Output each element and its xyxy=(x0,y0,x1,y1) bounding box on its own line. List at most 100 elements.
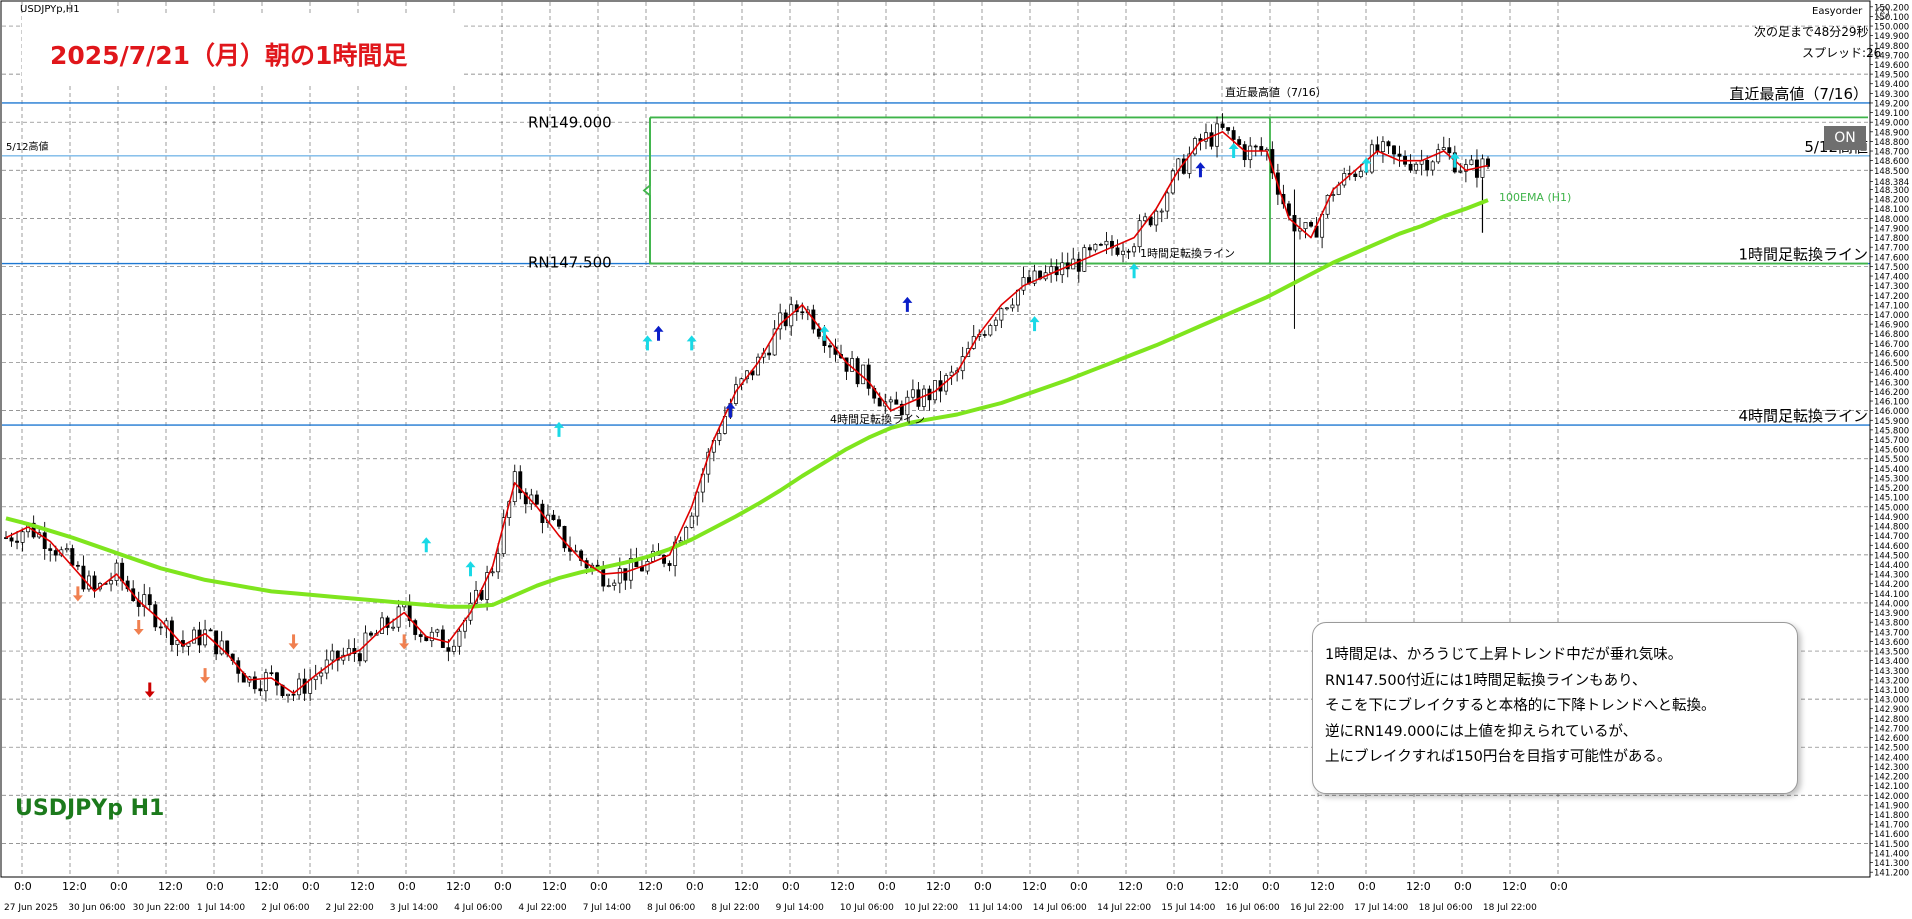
candle-body xyxy=(1220,123,1225,128)
easyorder-title: Easyorder xyxy=(1812,6,1863,17)
candle-body xyxy=(147,594,152,606)
price-tick-label: 150.000 xyxy=(1874,23,1909,33)
time-tick-label: 0:0 xyxy=(1262,880,1280,893)
candle-body xyxy=(910,389,915,398)
price-tick-label: 146.600 xyxy=(1874,349,1909,359)
price-tick-label: 146.800 xyxy=(1874,330,1909,340)
candle-body xyxy=(308,679,313,694)
candle-body xyxy=(1010,304,1015,309)
horizontal-lines: 直近最高値（7/16）5/12高値1時間足転換ライン4時間足転換ライン5/12高… xyxy=(2,85,1870,426)
candle-body xyxy=(440,629,445,648)
price-tick-label: 149.900 xyxy=(1874,32,1909,42)
level-label: 4時間足転換ライン xyxy=(1738,407,1868,425)
commentary-note: 1時間足は、かろうじて上昇トレンド中だが垂れ気味。 RN147.500付近には1… xyxy=(1312,622,1798,794)
candle-body xyxy=(1353,173,1358,177)
price-tick-label: 141.300 xyxy=(1874,859,1909,869)
time-tick-label: 0:0 xyxy=(1550,880,1568,893)
candle-body xyxy=(451,645,456,652)
price-tick-label: 148.700 xyxy=(1874,148,1909,158)
date-label: 14 Jul 22:00 xyxy=(1097,903,1151,913)
price-tick-label: 143.500 xyxy=(1874,648,1909,658)
price-tick-label: 148.000 xyxy=(1874,215,1909,225)
price-tick-label: 144.900 xyxy=(1874,513,1909,523)
annotation-label: 直近最高値（7/16） xyxy=(1225,85,1327,99)
price-tick-label: 149.100 xyxy=(1874,109,1909,119)
candle-body xyxy=(888,399,893,403)
candle-body xyxy=(899,403,904,416)
time-tick-label: 0:0 xyxy=(1070,880,1088,893)
candle-body xyxy=(275,672,279,686)
candle-body xyxy=(1209,132,1214,147)
candle-body xyxy=(429,631,434,642)
price-tick-label: 147.900 xyxy=(1874,224,1909,234)
price-tick-label: 150.200 xyxy=(1874,3,1909,13)
date-label: 8 Jul 22:00 xyxy=(711,903,760,913)
price-tick-label: 142.700 xyxy=(1874,724,1909,734)
time-tick-label: 0:0 xyxy=(974,880,992,893)
date-label: 2 Jul 22:00 xyxy=(326,903,375,913)
candle-body xyxy=(1436,149,1441,163)
candle-body xyxy=(551,514,556,521)
ema-fast-series xyxy=(5,131,1489,695)
candle-body xyxy=(457,630,462,647)
chart-symbol-label: USDJPYp,H1 xyxy=(20,4,80,15)
down-arrow-icon xyxy=(133,620,144,635)
price-tick-label: 144.500 xyxy=(1874,551,1909,561)
up-arrow-icon xyxy=(653,325,664,341)
candle-body xyxy=(827,345,832,348)
candle-body xyxy=(1486,158,1490,167)
date-label: 17 Jul 14:00 xyxy=(1354,903,1408,913)
price-tick-label: 145.300 xyxy=(1874,474,1909,484)
candle-body xyxy=(1386,141,1391,147)
on-toggle-button[interactable]: ON xyxy=(1824,126,1866,150)
candle-body xyxy=(1392,145,1396,155)
price-tick-label: 144.200 xyxy=(1874,580,1909,590)
candle-body xyxy=(518,471,523,494)
price-tick-label: 145.900 xyxy=(1874,417,1909,427)
candle-body xyxy=(9,537,14,542)
price-tick-label: 147.700 xyxy=(1874,244,1909,254)
rn-bottom-label: RN147.500 xyxy=(528,254,612,272)
candle-body xyxy=(48,548,53,551)
time-tick-label: 0:0 xyxy=(686,880,704,893)
bar-countdown: 次の足まで48分29秒 xyxy=(1754,25,1869,39)
note-line: 1時間足は、かろうじて上昇トレンド中だが垂れ気味。 xyxy=(1325,647,1683,663)
candles xyxy=(4,113,1490,703)
candle-body xyxy=(1242,144,1247,161)
up-arrow-icon xyxy=(642,335,653,351)
rn-box-rect xyxy=(649,116,1271,265)
candle-body xyxy=(662,554,667,564)
up-arrow-icon xyxy=(1195,162,1206,178)
candle-body xyxy=(413,620,418,635)
close-icon[interactable]: × xyxy=(1876,6,1889,19)
candle-body xyxy=(1137,220,1142,248)
price-tick-label: 142.100 xyxy=(1874,782,1909,792)
date-label: 15 Jul 14:00 xyxy=(1161,903,1215,913)
annotation-label: 1時間足転換ライン xyxy=(1140,247,1235,260)
candle-body xyxy=(606,585,611,587)
candle-body xyxy=(258,688,263,692)
candle-body xyxy=(1369,144,1374,173)
down-arrow-icon xyxy=(144,682,155,698)
up-arrow-icon xyxy=(553,421,564,437)
candle-body xyxy=(866,364,871,389)
price-tick-label: 146.500 xyxy=(1874,359,1909,369)
price-tick-label: 148.384 xyxy=(1874,178,1909,188)
candle-body xyxy=(645,561,650,572)
ema-100-series xyxy=(5,198,1489,609)
ema-fast-line xyxy=(5,131,1489,695)
candle-body xyxy=(1115,247,1120,255)
price-tick-label: 144.100 xyxy=(1874,590,1909,600)
time-tick-label: 0:0 xyxy=(110,880,128,893)
date-label: 11 Jul 14:00 xyxy=(969,903,1023,913)
price-tick-label: 144.700 xyxy=(1874,532,1909,542)
time-tick-label: 12:0 xyxy=(1118,880,1143,893)
price-tick-label: 147.000 xyxy=(1874,311,1909,321)
down-arrow-icon xyxy=(200,668,211,684)
time-tick-label: 12:0 xyxy=(638,880,663,893)
price-tick-label: 149.000 xyxy=(1874,119,1909,129)
price-tick-label: 142.000 xyxy=(1874,792,1909,802)
level-label: 1時間足転換ライン xyxy=(1738,246,1868,264)
date-label: 2 Jul 06:00 xyxy=(261,903,310,913)
price-tick-label: 147.300 xyxy=(1874,282,1909,292)
